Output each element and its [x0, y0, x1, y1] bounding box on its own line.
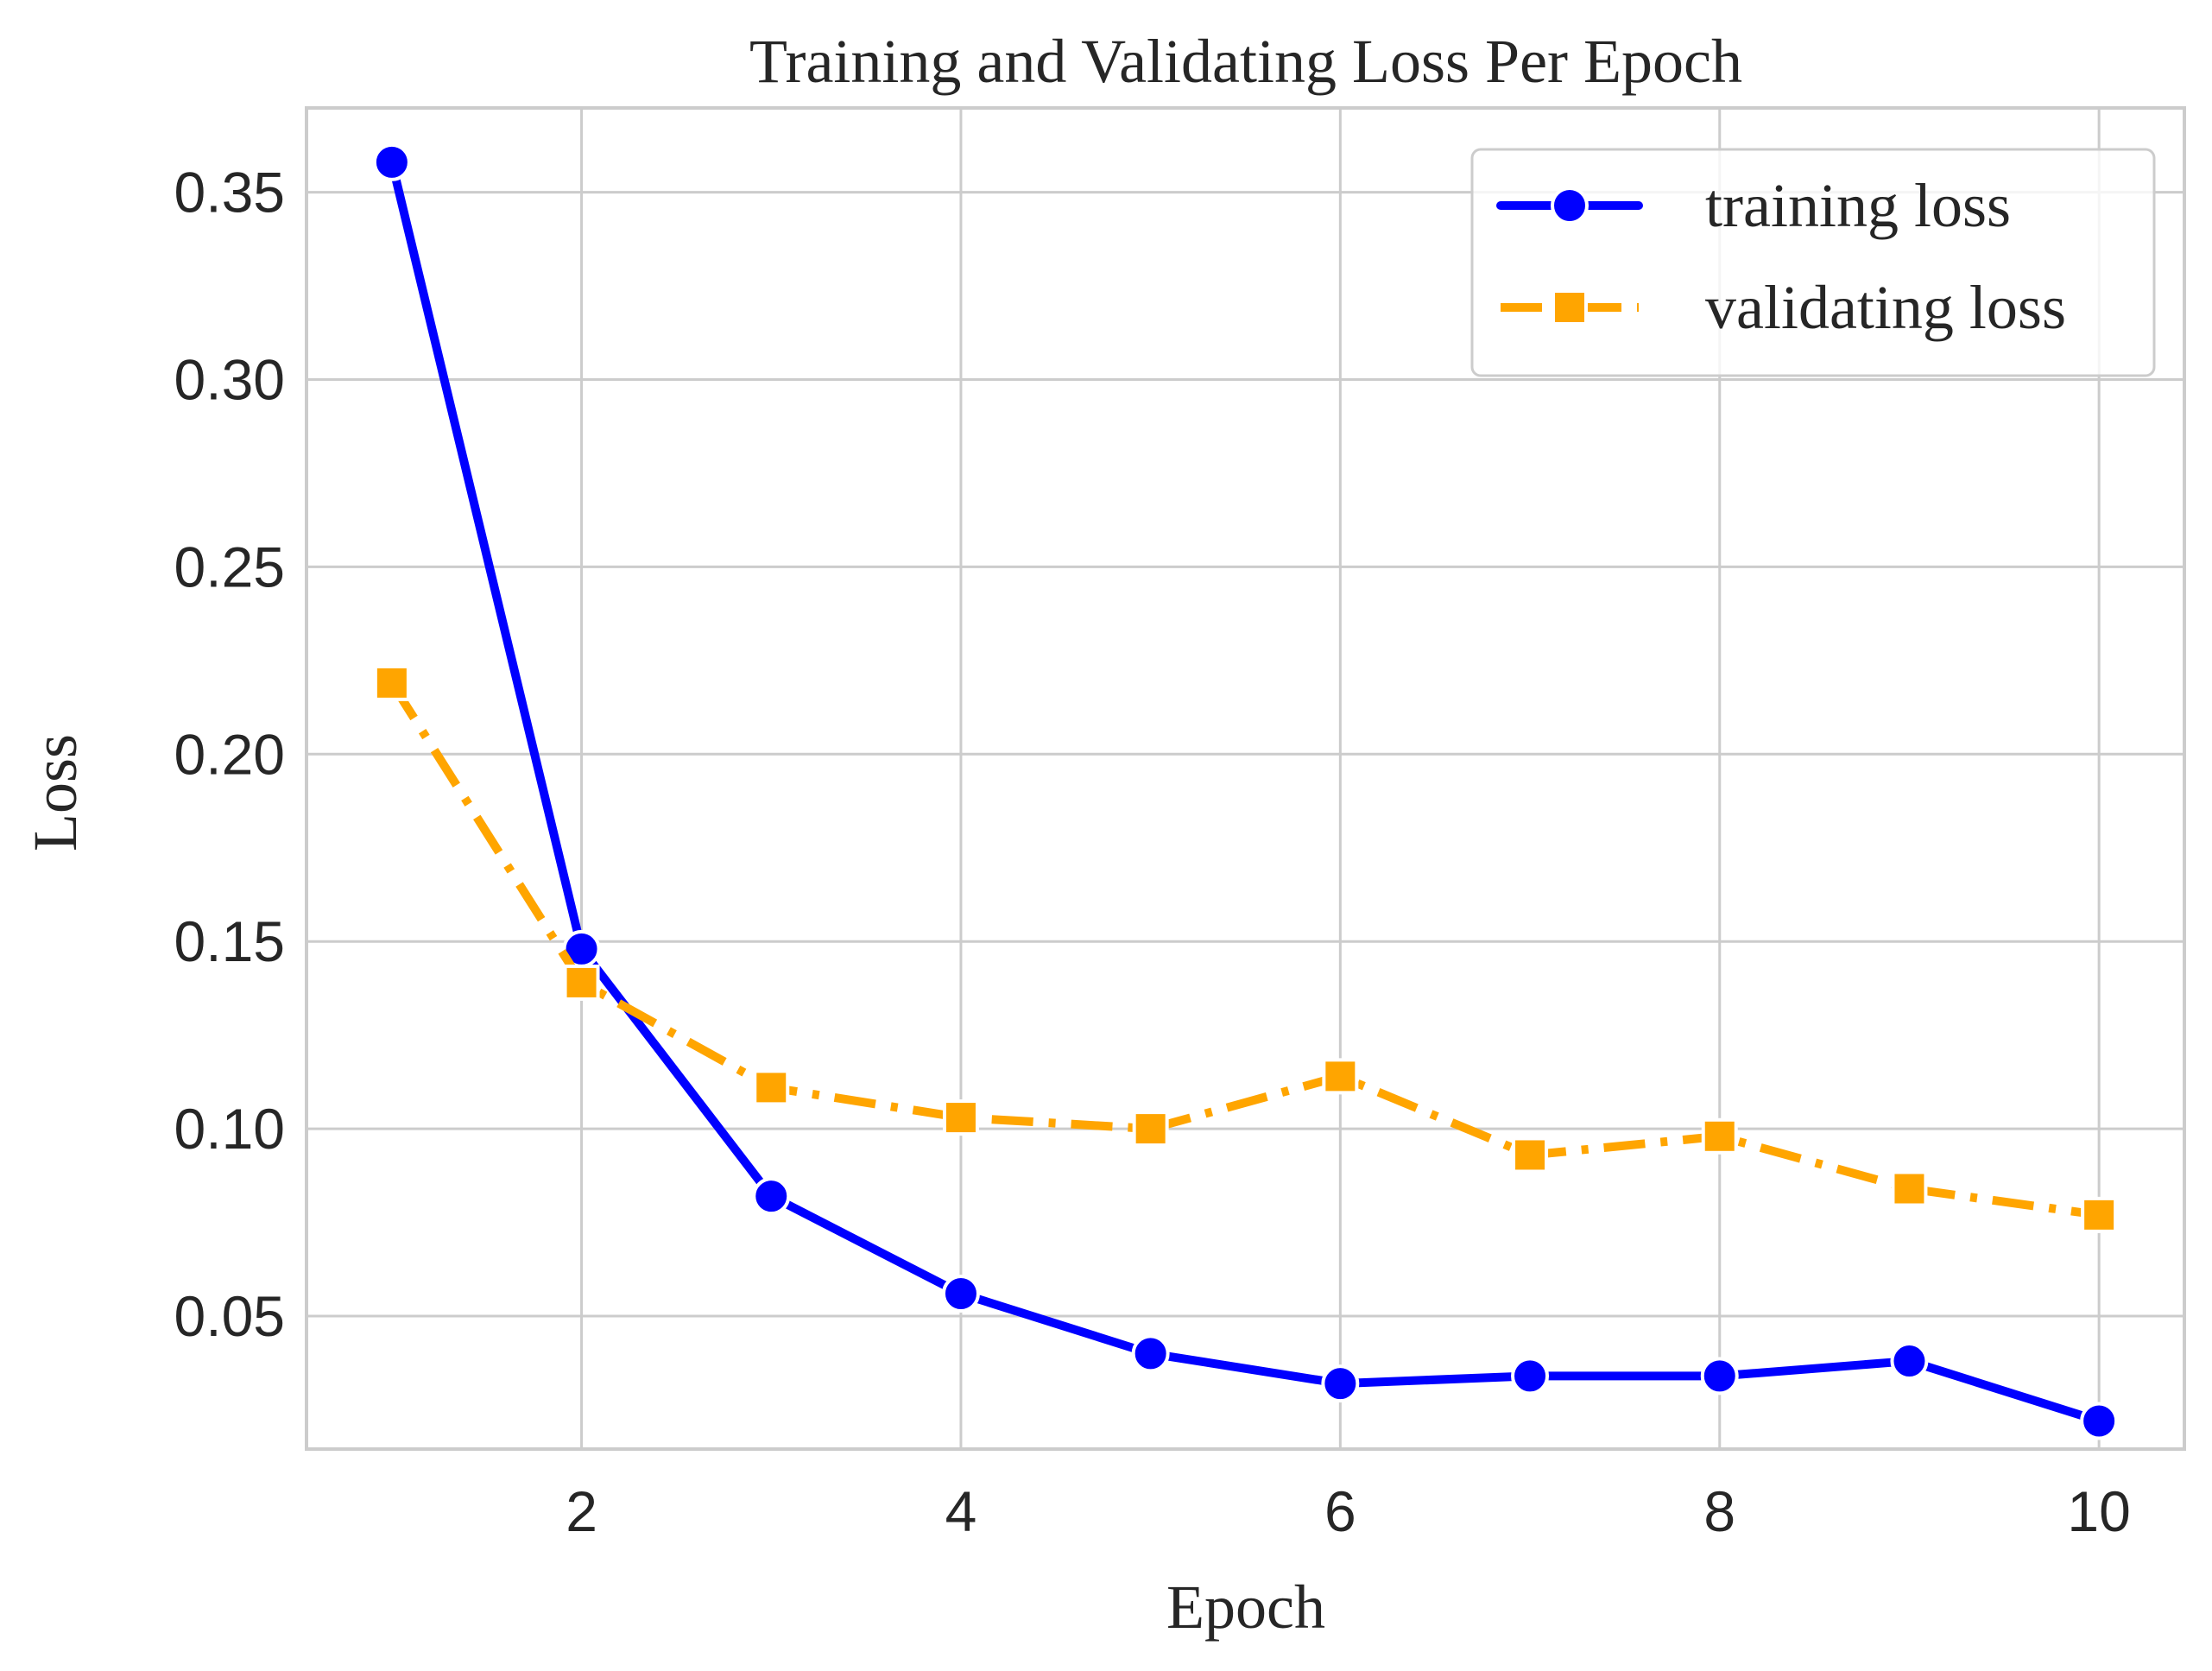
data-point [752, 1177, 791, 1216]
x-tick-label: 6 [1324, 1479, 1356, 1543]
x-tick-label: 4 [945, 1479, 977, 1543]
series-training-loss [372, 142, 2119, 1440]
data-point [942, 1099, 979, 1136]
data-point [372, 142, 411, 181]
legend-label-training: training loss [1705, 171, 2011, 240]
y-tick-label: 0.30 [174, 348, 285, 412]
series-line [388, 680, 2100, 1219]
y-tick-label: 0.35 [174, 161, 285, 225]
y-tick-label: 0.05 [174, 1284, 285, 1348]
y-tick-labels: 0.05 0.10 0.15 0.20 0.25 0.30 0.35 [174, 161, 285, 1348]
series-line [387, 157, 2104, 1426]
y-tick-label: 0.25 [174, 535, 285, 598]
legend-entry-validating: validating loss [1501, 273, 2066, 342]
plot-frame [305, 106, 2186, 1451]
data-point [1131, 1334, 1170, 1373]
legend-marker-validating [1552, 289, 1588, 326]
data-point [2080, 1402, 2119, 1440]
grid [307, 108, 2184, 1449]
x-tick-label: 10 [2067, 1479, 2130, 1543]
chart-title: Training and Validating Loss Per Epoch [749, 27, 1742, 96]
legend-marker-training [1551, 187, 1589, 225]
data-point [1321, 1364, 1360, 1403]
data-point [1890, 1342, 1929, 1381]
data-point [941, 1274, 980, 1313]
data-point [563, 964, 600, 1001]
y-tick-label: 0.15 [174, 909, 285, 973]
data-point [1512, 1136, 1549, 1174]
data-point [1132, 1111, 1169, 1148]
y-tick-label: 0.10 [174, 1097, 285, 1161]
data-point [1322, 1058, 1359, 1095]
series-validating-loss [373, 664, 2118, 1233]
legend: training loss validating loss [1470, 148, 2156, 377]
data-point [373, 664, 410, 701]
x-tick-label: 2 [566, 1479, 597, 1543]
data-point [1891, 1170, 1928, 1207]
data-point [1701, 1117, 1738, 1155]
data-point [2081, 1196, 2118, 1233]
legend-label-validating: validating loss [1705, 273, 2066, 342]
legend-entry-training: training loss [1496, 171, 2011, 240]
x-tick-labels: 2 4 6 8 10 [566, 1479, 2131, 1543]
y-tick-label: 0.20 [174, 722, 285, 786]
x-tick-label: 8 [1703, 1479, 1735, 1543]
data-point [1511, 1357, 1550, 1396]
series [372, 142, 2119, 1440]
data-point [1700, 1357, 1739, 1396]
y-axis-label: Loss [21, 734, 90, 851]
data-point [753, 1069, 790, 1106]
x-axis-label: Epoch [1166, 1573, 1325, 1642]
